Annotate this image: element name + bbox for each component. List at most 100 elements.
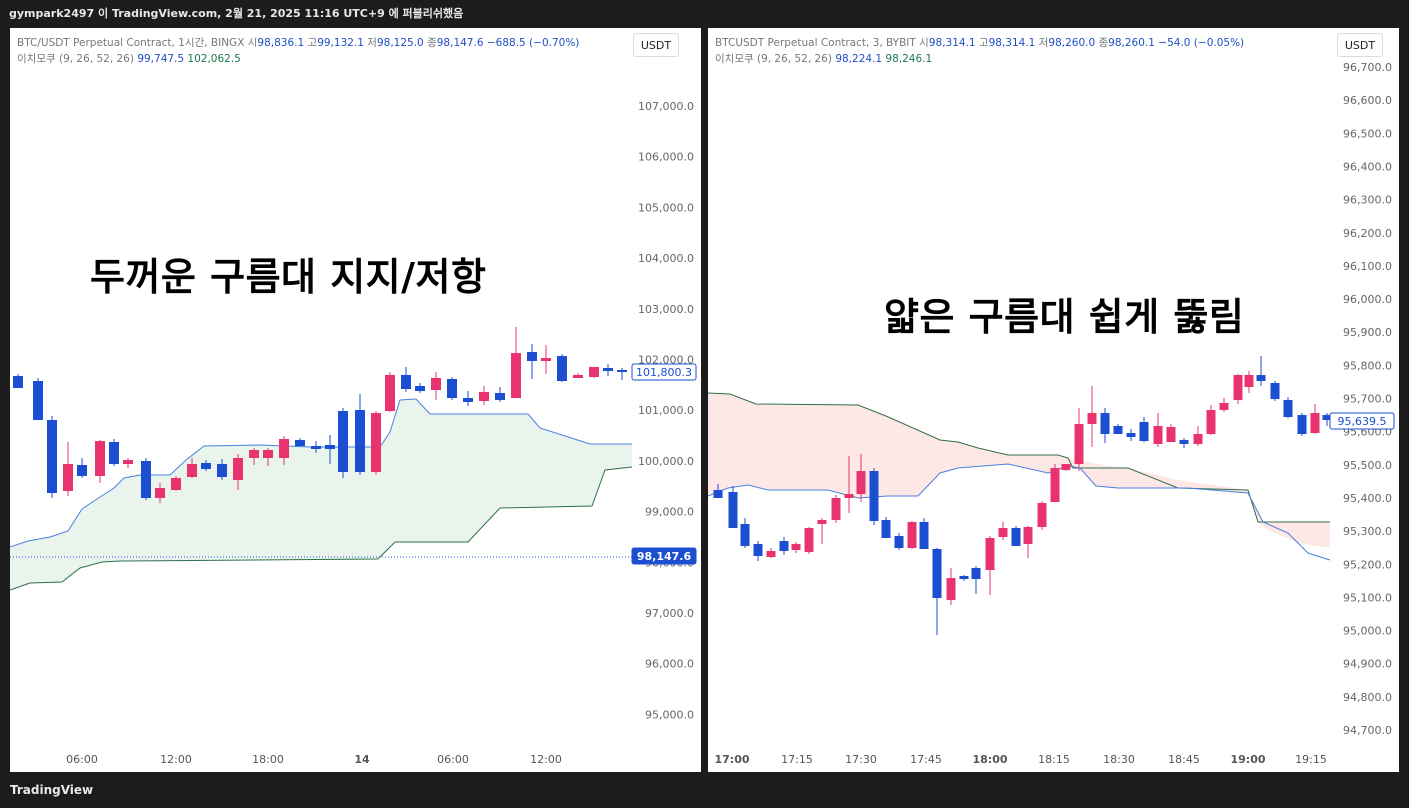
right-price-tick: 95,400.0 (1343, 492, 1392, 505)
right-candle (946, 578, 956, 600)
left-candle (527, 352, 537, 361)
left-time-tick: 06:00 (66, 753, 98, 766)
right-time-tick: 19:15 (1295, 753, 1327, 766)
right-time-tick: 19:00 (1230, 753, 1265, 766)
left-chart-panel[interactable]: 107,000.0 106,000.0 105,000.0 104,000.0 103,… (10, 28, 701, 772)
left-time-tick: 14 (354, 753, 370, 766)
left-price-tick: 104,000.0 (638, 252, 694, 265)
left-price-tick: 107,000.0 (638, 100, 694, 113)
right-price-tick: 95,500.0 (1343, 459, 1392, 472)
left-time-tick: 06:00 (437, 753, 469, 766)
right-candle (1113, 426, 1123, 434)
left-high-label: 고 (307, 37, 318, 49)
right-candle (1061, 464, 1071, 470)
left-candle (249, 450, 259, 458)
right-candle (1166, 427, 1176, 442)
right-chart-canvas[interactable]: 96,700.0 96,600.0 96,500.0 96,400.0 96,300.0… (708, 28, 1399, 772)
left-candle (479, 392, 489, 401)
left-candle (447, 379, 457, 398)
left-last-price-label: 98,147.6 (637, 550, 692, 563)
right-candle (881, 520, 891, 538)
right-open-value: 98,314.1 (928, 37, 976, 49)
right-price-tick: 96,100.0 (1343, 260, 1392, 273)
right-candle (1179, 440, 1189, 444)
footer-bar: TradingView (0, 772, 1409, 808)
right-price-tick: 95,700.0 (1343, 393, 1392, 406)
left-price-tick: 103,000.0 (638, 303, 694, 316)
left-candle (385, 375, 395, 411)
left-chart-canvas[interactable]: 107,000.0 106,000.0 105,000.0 104,000.0 103,… (10, 28, 701, 772)
left-line-price-label-box (631, 363, 697, 381)
right-time-tick: 17:30 (845, 753, 877, 766)
left-senkou-a-line (10, 398, 632, 548)
tradingview-logo-icon[interactable]: TradingView (10, 772, 93, 808)
right-price-tick: 96,000.0 (1343, 293, 1392, 306)
right-candle (998, 528, 1008, 537)
right-candle (856, 471, 866, 494)
right-chart-panel[interactable]: 96,700.0 96,600.0 96,500.0 96,400.0 96,300.0… (708, 28, 1399, 772)
publish-header: gympark2497 이 TradingView.com, 2월 21, 20… (9, 7, 464, 20)
left-symbol-label: BTC/USDT Perpetual Contract, 1시간, BINGX (17, 37, 245, 49)
left-change-value: −688.5 (−0.70%) (486, 37, 580, 49)
left-price-tick: 95,000.0 (645, 708, 694, 721)
left-price-tick: 105,000.0 (638, 201, 694, 214)
left-candle (355, 410, 365, 472)
right-change-value: −54.0 (−0.05%) (1158, 37, 1245, 49)
left-currency-button[interactable]: USDT (633, 33, 679, 57)
right-currency-button[interactable]: USDT (1337, 33, 1383, 57)
left-price-tick: 101,000.0 (638, 404, 694, 417)
right-low-value: 98,260.0 (1048, 37, 1096, 49)
left-low-value: 98,125.0 (376, 37, 424, 49)
left-candle (371, 413, 381, 472)
left-candle (511, 353, 521, 398)
right-price-tick: 94,800.0 (1343, 691, 1392, 704)
right-candle (1283, 400, 1293, 417)
left-ichimoku-v1: 99,747.5 (137, 53, 185, 65)
left-candle (201, 463, 211, 469)
right-candle (959, 576, 969, 579)
right-candle (1310, 413, 1320, 433)
left-candle (77, 465, 87, 476)
right-candle (985, 538, 995, 570)
left-candle (431, 378, 441, 390)
right-candle (713, 490, 723, 498)
left-candle (155, 488, 165, 498)
left-candle (95, 441, 105, 476)
right-price-tick: 96,300.0 (1343, 194, 1392, 207)
right-candle (1322, 415, 1332, 420)
left-candle (311, 446, 321, 449)
right-time-tick: 18:45 (1168, 753, 1200, 766)
right-candle (844, 494, 854, 498)
right-price-tick: 96,500.0 (1343, 127, 1392, 140)
right-candle (1023, 527, 1033, 544)
right-time-tick: 17:15 (781, 753, 813, 766)
left-price-tick: 97,000.0 (645, 607, 694, 620)
left-candle (617, 370, 627, 372)
left-candle (463, 398, 473, 402)
left-candle (415, 386, 425, 391)
left-candle (141, 461, 151, 498)
left-line-price-label: 101,800.3 (636, 366, 692, 379)
right-senkou-a-line (708, 463, 1331, 561)
right-time-tick: 17:00 (714, 753, 749, 766)
right-candle (831, 498, 841, 520)
right-candle (1206, 410, 1216, 434)
right-price-tick: 96,200.0 (1343, 227, 1392, 240)
left-chart-legend: BTC/USDT Perpetual Contract, 1시간, BINGX … (17, 35, 579, 67)
left-ichimoku-v2: 102,062.5 (187, 53, 241, 65)
right-candle (919, 522, 929, 549)
right-high-label: 고 (978, 37, 989, 49)
right-candle (728, 492, 738, 528)
left-price-tick: 106,000.0 (638, 151, 694, 164)
right-candle (971, 568, 981, 579)
right-candle (1139, 422, 1149, 441)
left-candle (187, 464, 197, 477)
right-overlay-text: 얇은 구름대 쉽게 뚫림 (884, 295, 1245, 339)
right-candle (1011, 528, 1021, 546)
left-ichimoku-label: 이치모쿠 (9, 26, 52, 26) (17, 53, 134, 65)
right-price-tick: 95,800.0 (1343, 359, 1392, 372)
right-candle (1100, 413, 1110, 434)
left-high-value: 99,132.1 (317, 37, 364, 49)
right-time-tick: 18:15 (1038, 753, 1070, 766)
right-candle (817, 520, 827, 524)
